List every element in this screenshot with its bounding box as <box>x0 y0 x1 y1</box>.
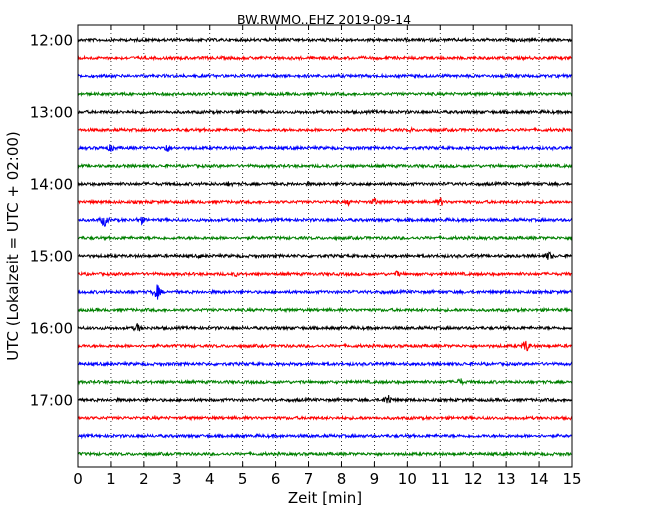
trace-1200 <box>77 36 573 44</box>
x-tick-label: 8 <box>337 470 347 488</box>
y-tick-label: 12:00 <box>30 32 73 50</box>
trace-1645 <box>77 378 573 387</box>
trace-1745 <box>77 450 573 458</box>
x-tick-label: 1 <box>106 470 116 488</box>
x-tick-label: 0 <box>73 470 83 488</box>
trace-1245 <box>77 90 573 98</box>
y-tick-label: 15:00 <box>30 248 73 266</box>
y-tick-label: 13:00 <box>30 104 73 122</box>
trace-1345 <box>77 162 573 170</box>
x-tick-label: 6 <box>271 470 281 488</box>
trace-1230 <box>77 72 573 80</box>
plot-frame <box>77 24 573 468</box>
x-tick-label: 7 <box>304 470 314 488</box>
trace-1430 <box>77 216 573 228</box>
trace-1515 <box>77 270 572 278</box>
trace-1215 <box>77 54 573 62</box>
x-tick-label: 12 <box>464 470 483 488</box>
trace-1630 <box>77 360 573 368</box>
x-tick-label: 9 <box>370 470 380 488</box>
x-tick-label: 3 <box>172 470 182 488</box>
trace-1400 <box>77 180 573 188</box>
x-axis-label: Zeit [min] <box>288 489 362 507</box>
x-tick-label: 10 <box>398 470 417 488</box>
trace-1300 <box>77 108 573 116</box>
x-tick-label: 11 <box>431 470 450 488</box>
x-axis: 0 1 2 3 4 5 6 7 8 9 10 11 12 13 14 15 <box>73 25 582 488</box>
trace-1330 <box>77 144 573 153</box>
traces-group <box>77 36 573 458</box>
x-tick-label: 14 <box>530 470 549 488</box>
trace-1730 <box>77 432 573 440</box>
trace-1700 <box>77 395 573 404</box>
x-tick-label: 15 <box>562 470 581 488</box>
trace-1415 <box>77 197 573 207</box>
x-tick-label: 5 <box>238 470 248 488</box>
y-axis-label: UTC (Lokalzeit = UTC + 02:00) <box>4 131 22 361</box>
trace-1530 <box>77 284 573 300</box>
trace-1500 <box>77 251 573 260</box>
y-tick-label: 17:00 <box>30 392 73 410</box>
trace-1615 <box>77 340 573 352</box>
trace-1600 <box>77 323 573 332</box>
x-tick-label: 4 <box>205 470 215 488</box>
trace-1445 <box>77 234 573 242</box>
y-axis: 12:00 13:00 14:00 15:00 16:00 17:00 <box>30 32 572 410</box>
x-tick-label: 2 <box>139 470 149 488</box>
y-tick-label: 16:00 <box>30 320 73 338</box>
trace-1715 <box>77 414 573 422</box>
trace-1315 <box>77 125 573 134</box>
vertical-grid <box>110 25 540 467</box>
trace-1545 <box>77 306 573 314</box>
x-tick-label: 13 <box>497 470 516 488</box>
y-tick-label: 14:00 <box>30 176 73 194</box>
chart-title: BW.RWMO..EHZ 2019-09-14 <box>237 12 411 27</box>
